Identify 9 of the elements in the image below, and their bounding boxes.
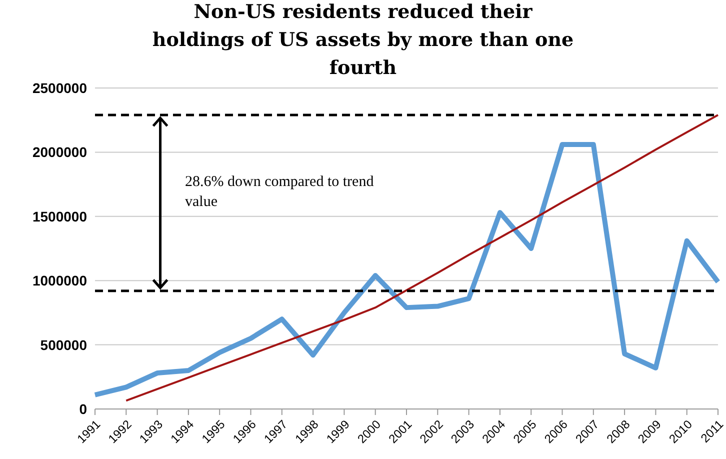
y-tick-label: 500000 bbox=[40, 336, 88, 353]
y-tick-label: 2000000 bbox=[32, 144, 88, 160]
y-tick-label: 2500000 bbox=[32, 80, 88, 96]
annotation: 28.6% down compared to trend value bbox=[185, 173, 375, 212]
y-tick-label: 1500000 bbox=[32, 208, 88, 224]
chart-title: Non-US residents reduced their holdings of US assets by more than one fourth bbox=[151, 0, 575, 80]
line-series bbox=[125, 114, 719, 402]
y-tick-label: 0 bbox=[79, 400, 88, 417]
y-tick-label: 1000000 bbox=[32, 272, 88, 289]
